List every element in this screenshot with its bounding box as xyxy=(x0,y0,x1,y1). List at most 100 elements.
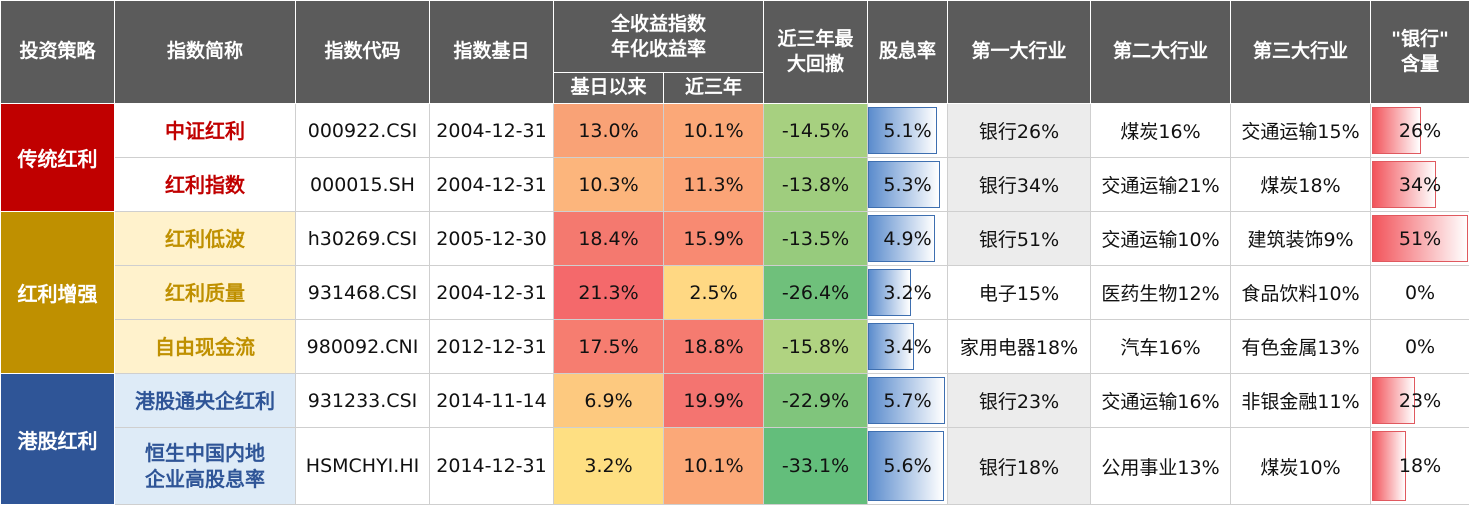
index-name: 港股通央企红利 xyxy=(115,374,296,428)
return-since-base: 6.9% xyxy=(554,374,664,428)
table-row: 红利增强 红利低波 h30269.CSI 2005-12-30 18.4% 15… xyxy=(1,212,1469,266)
header-index-code: 指数代码 xyxy=(296,1,430,104)
index-name: 红利指数 xyxy=(115,158,296,212)
bank-weight-value: 51% xyxy=(1399,228,1441,250)
header-index-name: 指数简称 xyxy=(115,1,296,104)
return-three-year: 18.8% xyxy=(664,320,764,374)
index-name: 自由现金流 xyxy=(115,320,296,374)
index-code: 000922.CSI xyxy=(296,104,430,158)
dividend-yield: 3.2% xyxy=(868,266,948,320)
max-drawdown: -13.5% xyxy=(764,212,868,266)
bank-weight: 51% xyxy=(1371,212,1469,266)
index-name-line-2: 企业高股息率 xyxy=(145,467,265,491)
dividend-yield: 5.7% xyxy=(868,374,948,428)
index-code: 931233.CSI xyxy=(296,374,430,428)
industry-3: 食品饮料10% xyxy=(1231,266,1371,320)
industry-1: 银行26% xyxy=(948,104,1091,158)
industry-3: 非银金融11% xyxy=(1231,374,1371,428)
industry-1: 银行18% xyxy=(948,428,1091,505)
industry-1: 银行34% xyxy=(948,158,1091,212)
header-base-date: 指数基日 xyxy=(430,1,554,104)
dividend-yield-value: 3.4% xyxy=(883,336,931,358)
header-industry-3: 第三大行业 xyxy=(1231,1,1371,104)
header-annual-return: 全收益指数 年化收益率 xyxy=(554,1,764,73)
header-dividend-yield: 股息率 xyxy=(868,1,948,104)
index-name: 恒生中国内地企业高股息率 xyxy=(115,428,296,505)
index-name: 红利低波 xyxy=(115,212,296,266)
return-three-year: 10.1% xyxy=(664,104,764,158)
bank-weight-value: 18% xyxy=(1399,455,1441,477)
dividend-yield-value: 5.6% xyxy=(883,455,931,477)
bank-weight: 18% xyxy=(1371,428,1469,505)
bank-weight-value: 23% xyxy=(1399,390,1441,412)
bank-weight: 23% xyxy=(1371,374,1469,428)
index-code: HSMCHYI.HI xyxy=(296,428,430,505)
return-since-base: 13.0% xyxy=(554,104,664,158)
industry-1: 银行23% xyxy=(948,374,1091,428)
return-three-year: 11.3% xyxy=(664,158,764,212)
header-three-year: 近三年 xyxy=(664,73,764,104)
max-drawdown: -22.9% xyxy=(764,374,868,428)
table-row: 红利指数 000015.SH 2004-12-31 10.3% 11.3% -1… xyxy=(1,158,1469,212)
dividend-yield: 5.6% xyxy=(868,428,948,505)
header-max-drawdown: 近三年最 大回撤 xyxy=(764,1,868,104)
bank-weight: 26% xyxy=(1371,104,1469,158)
return-three-year: 19.9% xyxy=(664,374,764,428)
dividend-yield: 5.3% xyxy=(868,158,948,212)
base-date: 2005-12-30 xyxy=(430,212,554,266)
header-bank-weight: "银行" 含量 xyxy=(1371,1,1469,104)
dividend-yield: 3.4% xyxy=(868,320,948,374)
group-label-hk: 港股红利 xyxy=(1,374,115,505)
max-drawdown: -26.4% xyxy=(764,266,868,320)
max-drawdown: -13.8% xyxy=(764,158,868,212)
bank-weight: 0% xyxy=(1371,320,1469,374)
industry-3: 煤炭18% xyxy=(1231,158,1371,212)
industry-2: 交通运输21% xyxy=(1091,158,1231,212)
industry-2: 汽车16% xyxy=(1091,320,1231,374)
base-date: 2012-12-31 xyxy=(430,320,554,374)
industry-2: 医药生物12% xyxy=(1091,266,1231,320)
base-date: 2014-12-31 xyxy=(430,428,554,505)
dividend-yield-value: 3.2% xyxy=(883,282,931,304)
industry-3: 有色金属13% xyxy=(1231,320,1371,374)
index-name: 红利质量 xyxy=(115,266,296,320)
max-drawdown: -14.5% xyxy=(764,104,868,158)
industry-3: 煤炭10% xyxy=(1231,428,1371,505)
dividend-yield: 4.9% xyxy=(868,212,948,266)
return-since-base: 10.3% xyxy=(554,158,664,212)
header-industry-1: 第一大行业 xyxy=(948,1,1091,104)
group-label-traditional: 传统红利 xyxy=(1,104,115,212)
industry-3: 交通运输15% xyxy=(1231,104,1371,158)
return-since-base: 17.5% xyxy=(554,320,664,374)
base-date: 2004-12-31 xyxy=(430,158,554,212)
index-code: 980092.CNI xyxy=(296,320,430,374)
table-row: 自由现金流 980092.CNI 2012-12-31 17.5% 18.8% … xyxy=(1,320,1469,374)
base-date: 2004-12-31 xyxy=(430,266,554,320)
return-since-base: 18.4% xyxy=(554,212,664,266)
table-row: 红利质量 931468.CSI 2004-12-31 21.3% 2.5% -2… xyxy=(1,266,1469,320)
index-name: 中证红利 xyxy=(115,104,296,158)
bank-weight: 0% xyxy=(1371,266,1469,320)
base-date: 2004-12-31 xyxy=(430,104,554,158)
header-since-base: 基日以来 xyxy=(554,73,664,104)
bank-weight-value: 0% xyxy=(1405,336,1435,358)
industry-2: 公用事业13% xyxy=(1091,428,1231,505)
max-drawdown: -15.8% xyxy=(764,320,868,374)
index-code: 000015.SH xyxy=(296,158,430,212)
bank-weight-value: 0% xyxy=(1405,282,1435,304)
table-body: 传统红利 中证红利 000922.CSI 2004-12-31 13.0% 10… xyxy=(1,104,1469,505)
base-date: 2014-11-14 xyxy=(430,374,554,428)
dividend-yield-value: 5.1% xyxy=(883,120,931,142)
table-row: 港股红利 港股通央企红利 931233.CSI 2014-11-14 6.9% … xyxy=(1,374,1469,428)
bank-weight: 34% xyxy=(1371,158,1469,212)
industry-1: 家用电器18% xyxy=(948,320,1091,374)
return-since-base: 21.3% xyxy=(554,266,664,320)
header-industry-2: 第二大行业 xyxy=(1091,1,1231,104)
industry-2: 煤炭16% xyxy=(1091,104,1231,158)
table-row: 恒生中国内地企业高股息率 HSMCHYI.HI 2014-12-31 3.2% … xyxy=(1,428,1469,505)
dividend-yield-value: 5.3% xyxy=(883,174,931,196)
table-row: 传统红利 中证红利 000922.CSI 2004-12-31 13.0% 10… xyxy=(1,104,1469,158)
group-label-enhanced: 红利增强 xyxy=(1,212,115,374)
industry-1: 电子15% xyxy=(948,266,1091,320)
